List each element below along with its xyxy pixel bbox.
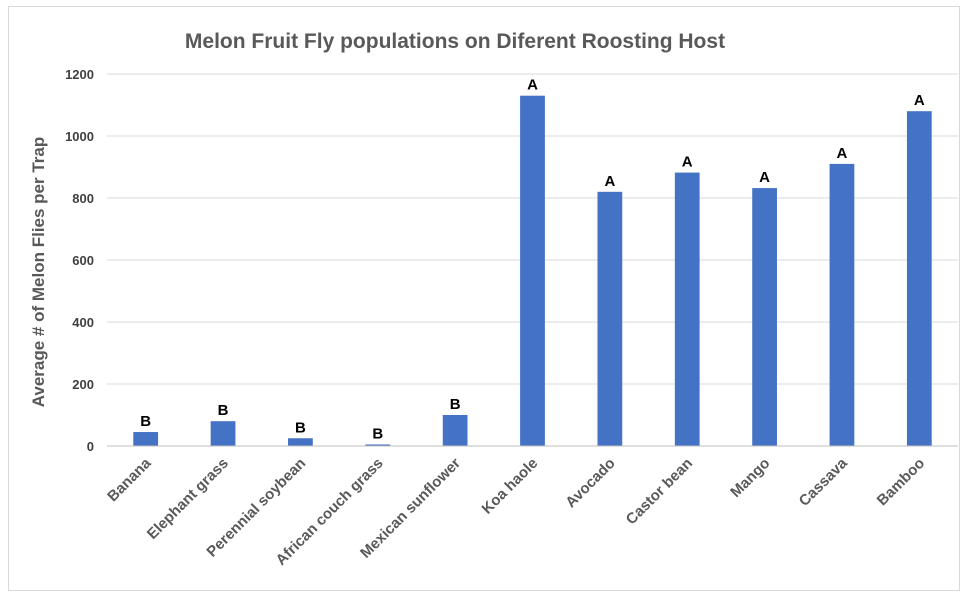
data-label: B — [450, 396, 461, 413]
data-label: A — [759, 169, 770, 186]
bar — [752, 188, 777, 446]
bar — [365, 444, 391, 446]
x-tick-label: Bamboo — [874, 455, 928, 509]
y-tick-label: 800 — [72, 191, 94, 206]
bar — [288, 438, 313, 446]
x-tick-label: Castor bean — [623, 455, 696, 528]
data-label: B — [295, 419, 306, 436]
data-label: B — [218, 402, 229, 419]
y-tick-label: 1000 — [65, 129, 94, 144]
x-tick-label: Elephant grass — [144, 455, 232, 543]
y-tick-label: 200 — [72, 377, 94, 392]
y-tick-label: 600 — [72, 253, 94, 268]
y-tick-label: 0 — [87, 439, 94, 454]
chart-frame — [8, 6, 960, 591]
data-label: A — [682, 154, 693, 171]
bar — [133, 432, 159, 446]
bar — [597, 191, 623, 446]
y-axis-label: Average # of Melon Flies per Trap — [29, 137, 48, 408]
data-label: B — [372, 425, 383, 442]
bar — [520, 95, 545, 446]
y-axis-ticks: 0 200 400 600 800 1000 1200 — [65, 67, 94, 454]
bars — [133, 95, 932, 446]
x-tick-label: Avocado — [562, 455, 618, 511]
data-label: A — [837, 145, 848, 162]
bar — [829, 163, 855, 446]
x-tick-label: Cassava — [796, 454, 852, 510]
x-tick-label: Banana — [104, 454, 155, 505]
chart-title: Melon Fruit Fly populations on Diferent … — [185, 30, 725, 53]
bar — [442, 415, 468, 446]
data-label: A — [604, 173, 615, 190]
data-label: A — [914, 92, 925, 109]
y-tick-label: 400 — [72, 315, 94, 330]
x-tick-label: Koa haole — [479, 455, 542, 518]
bar — [210, 421, 236, 446]
data-label: B — [140, 413, 151, 430]
x-tick-label: Mango — [727, 455, 773, 501]
bar — [906, 111, 932, 446]
bar — [674, 172, 700, 446]
data-label: A — [527, 77, 538, 94]
y-tick-label: 1200 — [65, 67, 94, 82]
bar-annotations: B B B B B A A A A A A — [140, 77, 925, 443]
